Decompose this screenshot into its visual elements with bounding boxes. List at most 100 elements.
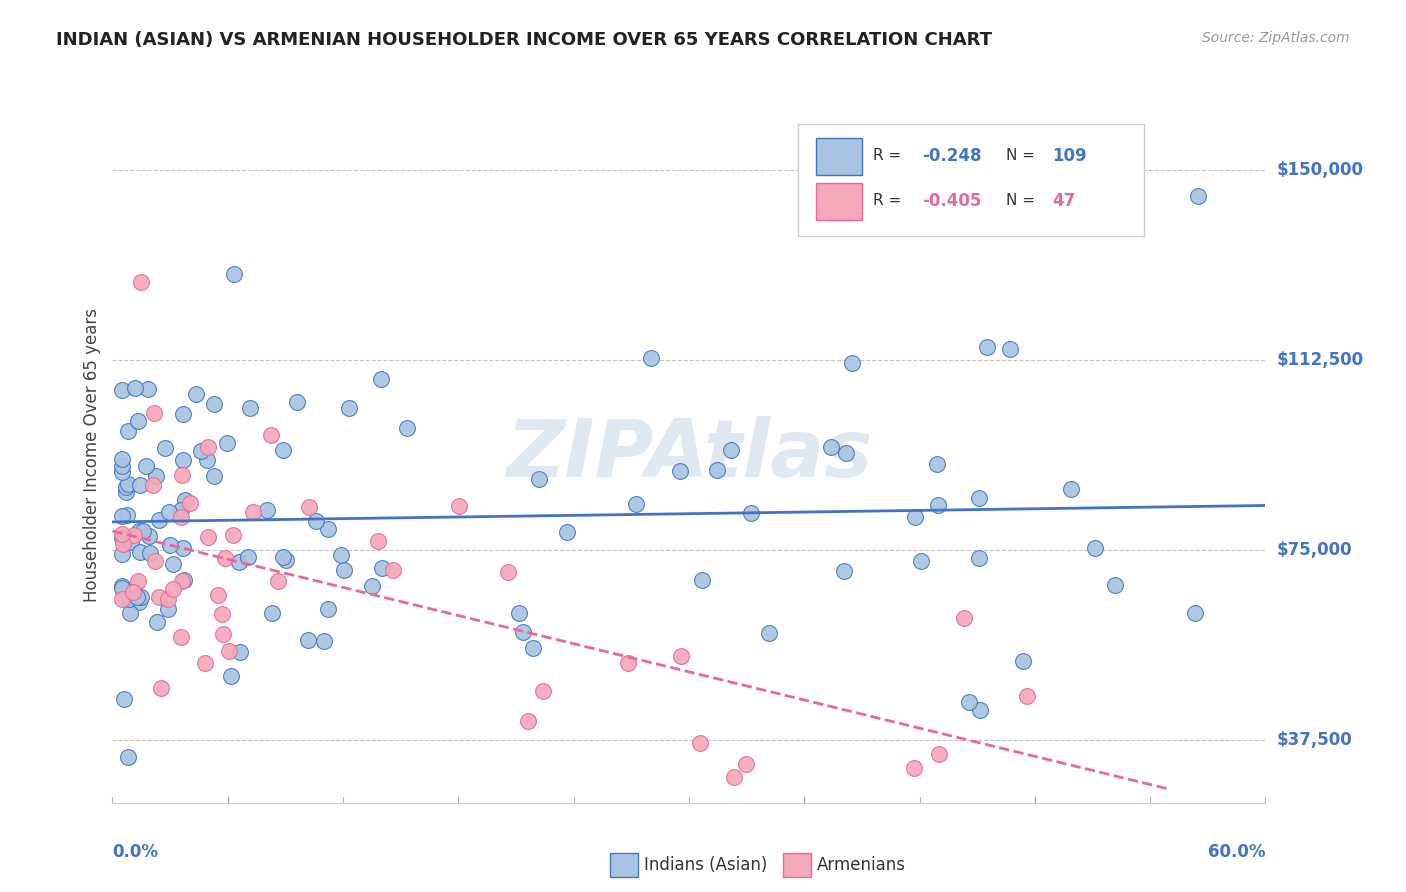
Point: [142, 477, 165, 491]
Text: N =: N =: [1007, 148, 1040, 163]
Point: [129, 275, 153, 289]
Point: [262, 606, 284, 620]
Point: [297, 633, 319, 648]
Point: [172, 574, 194, 588]
Point: [925, 458, 948, 472]
Point: [135, 459, 157, 474]
Point: [904, 510, 927, 524]
Point: [910, 554, 932, 568]
Text: $37,500: $37,500: [1277, 731, 1353, 748]
Point: [953, 611, 976, 625]
Point: [128, 595, 150, 609]
Point: [117, 425, 139, 439]
Point: [170, 503, 193, 517]
Point: [179, 496, 201, 510]
Point: [720, 442, 742, 457]
Point: [142, 406, 165, 420]
Point: [360, 579, 382, 593]
Text: -0.248: -0.248: [922, 147, 981, 165]
Point: [172, 407, 194, 421]
FancyBboxPatch shape: [815, 137, 862, 175]
Point: [449, 499, 471, 513]
Point: [173, 573, 195, 587]
Point: [111, 579, 134, 593]
Point: [129, 545, 152, 559]
Point: [305, 514, 328, 528]
Text: 109: 109: [1052, 147, 1087, 165]
FancyBboxPatch shape: [799, 124, 1144, 235]
Point: [194, 656, 217, 670]
Point: [706, 463, 728, 477]
Point: [522, 641, 544, 656]
Point: [734, 756, 756, 771]
Point: [333, 563, 356, 577]
Point: [145, 469, 167, 483]
Point: [841, 355, 863, 369]
Point: [202, 469, 225, 483]
Point: [111, 548, 134, 562]
Point: [139, 545, 162, 559]
Point: [555, 524, 578, 539]
Point: [125, 590, 148, 604]
Text: R =: R =: [873, 194, 907, 209]
Point: [1060, 483, 1083, 497]
Point: [115, 508, 138, 522]
Point: [111, 581, 134, 595]
Text: $112,500: $112,500: [1277, 351, 1364, 369]
Point: [222, 528, 245, 542]
Point: [157, 504, 180, 518]
Point: [184, 386, 207, 401]
Text: 47: 47: [1052, 192, 1076, 210]
Point: [527, 472, 550, 486]
Point: [370, 372, 392, 386]
Point: [690, 573, 713, 587]
Point: [396, 420, 419, 434]
Point: [159, 538, 181, 552]
Point: [190, 444, 212, 458]
Point: [517, 714, 540, 729]
Point: [156, 592, 179, 607]
Point: [236, 549, 259, 564]
Point: [143, 553, 166, 567]
Point: [1017, 690, 1039, 704]
Point: [1187, 188, 1209, 202]
Point: [330, 548, 353, 562]
Point: [740, 507, 762, 521]
Point: [229, 645, 252, 659]
Point: [820, 440, 842, 454]
Point: [172, 468, 194, 483]
Point: [274, 553, 297, 567]
Point: [117, 477, 139, 491]
Point: [1084, 541, 1107, 556]
Point: [146, 615, 169, 630]
Point: [148, 512, 170, 526]
Point: [197, 441, 219, 455]
Point: [903, 761, 925, 775]
Point: [156, 602, 179, 616]
Point: [1104, 577, 1126, 591]
Point: [170, 509, 193, 524]
Point: [172, 453, 194, 467]
Point: [124, 381, 146, 395]
Text: $150,000: $150,000: [1277, 161, 1364, 179]
Point: [111, 451, 134, 466]
Point: [242, 505, 264, 519]
Point: [118, 591, 141, 606]
Point: [1012, 653, 1035, 667]
Point: [129, 590, 152, 604]
Point: [117, 750, 139, 764]
Point: [669, 649, 692, 664]
Point: [111, 383, 134, 397]
Point: [758, 626, 780, 640]
Text: INDIAN (ASIAN) VS ARMENIAN HOUSEHOLDER INCOME OVER 65 YEARS CORRELATION CHART: INDIAN (ASIAN) VS ARMENIAN HOUSEHOLDER I…: [56, 31, 993, 49]
Point: [111, 459, 134, 474]
Point: [148, 590, 170, 604]
Point: [128, 524, 150, 539]
Point: [153, 441, 176, 455]
Point: [111, 527, 134, 541]
Point: [967, 491, 990, 506]
Point: [111, 508, 134, 523]
Text: 60.0%: 60.0%: [1208, 843, 1265, 861]
Text: ZIPAtlas: ZIPAtlas: [506, 416, 872, 494]
Point: [316, 602, 339, 616]
